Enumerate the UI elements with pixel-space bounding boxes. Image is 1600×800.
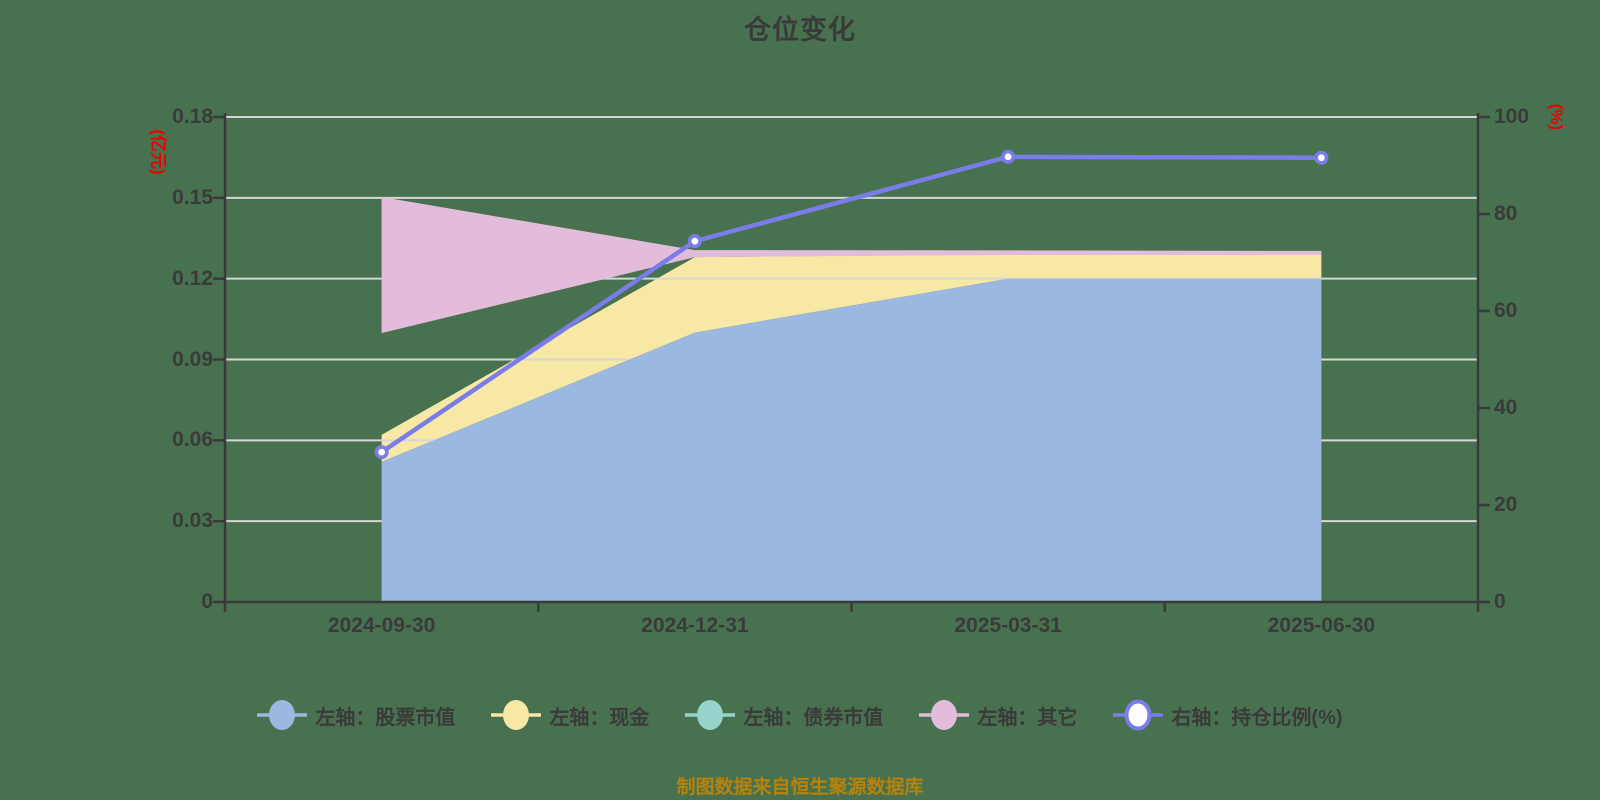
legend-item-1[interactable]: 左轴：现金 bbox=[491, 698, 649, 732]
legend-label: 左轴：现金 bbox=[549, 706, 650, 729]
legend: 左轴：股票市值 左轴：现金 左轴：债券市值 左轴：其它 右轴：持仓比例(%) bbox=[0, 698, 1600, 732]
right-axis-unit-label: (%) bbox=[1547, 103, 1566, 131]
legend-label: 左轴：债券市值 bbox=[743, 706, 884, 729]
x-axis-tick-label: 2025-03-31 bbox=[954, 614, 1062, 637]
x-axis-tick-label: 2025-06-30 bbox=[1267, 614, 1376, 637]
left-axis-tick-label: 0.15 bbox=[172, 185, 213, 209]
data-point-marker[interactable] bbox=[1314, 150, 1329, 165]
legend-label: 左轴：其它 bbox=[977, 706, 1078, 729]
data-point-marker[interactable] bbox=[1001, 149, 1016, 164]
right-axis-tick-label: 0 bbox=[1494, 590, 1506, 613]
legend-item-3[interactable]: 左轴：其它 bbox=[919, 698, 1077, 732]
left-axis-tick-label: 0.12 bbox=[172, 266, 213, 290]
legend-marker-icon bbox=[919, 700, 970, 730]
left-axis-unit-label: (亿元) bbox=[148, 129, 168, 175]
right-axis-tick-label: 80 bbox=[1494, 202, 1518, 225]
left-axis-tick-label: 0.18 bbox=[172, 105, 213, 128]
area-cash bbox=[381, 254, 1322, 462]
data-point-marker[interactable] bbox=[374, 445, 389, 460]
x-axis-tick-label: 2024-12-31 bbox=[641, 614, 749, 637]
x-axis-tick-label: 2024-09-30 bbox=[327, 614, 436, 637]
left-axis-tick-label: 0 bbox=[201, 590, 213, 613]
right-axis-tick-label: 60 bbox=[1494, 299, 1518, 322]
chart-title: 仓位变化 bbox=[744, 15, 856, 45]
area-other bbox=[381, 197, 1322, 334]
right-axis-tick-label: 100 bbox=[1494, 105, 1530, 128]
right-axis-tick-label: 20 bbox=[1494, 493, 1518, 516]
legend-item-0[interactable]: 左轴：股票市值 bbox=[257, 698, 455, 732]
right-axis-tick-label: 40 bbox=[1494, 396, 1518, 419]
legend-label: 右轴：持仓比例(%) bbox=[1171, 706, 1343, 729]
data-point-marker[interactable] bbox=[687, 234, 702, 249]
legend-item-4[interactable]: 右轴：持仓比例(%) bbox=[1113, 698, 1343, 732]
legend-label: 左轴：股票市值 bbox=[315, 706, 456, 729]
left-axis-tick-label: 0.06 bbox=[172, 428, 213, 452]
legend-item-2[interactable]: 左轴：债券市值 bbox=[685, 698, 883, 732]
legend-marker-icon bbox=[685, 700, 736, 730]
position-ratio-line bbox=[379, 154, 1324, 455]
data-source-note: 制图数据来自恒生聚源数据库 bbox=[676, 777, 924, 798]
area-stock bbox=[381, 278, 1322, 602]
legend-marker-icon bbox=[491, 700, 542, 730]
left-axis-tick-label: 0.03 bbox=[172, 509, 213, 533]
legend-marker-icon bbox=[1113, 699, 1164, 731]
legend-marker-icon bbox=[257, 700, 308, 730]
left-axis-tick-label: 0.09 bbox=[172, 347, 213, 371]
